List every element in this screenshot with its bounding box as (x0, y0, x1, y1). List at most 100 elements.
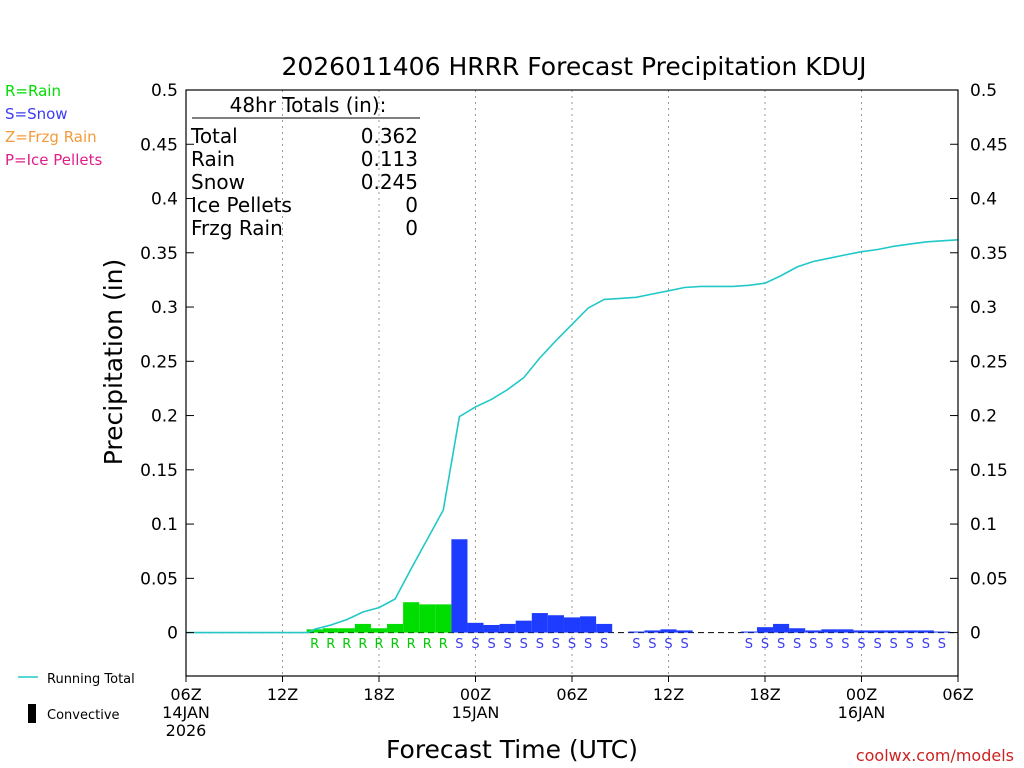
precip-bar (531, 613, 548, 633)
totals-row-value: 0.362 (361, 124, 418, 148)
totals-row-value: 0 (405, 193, 418, 217)
precip-bar (805, 630, 822, 633)
ptype-letter: S (504, 637, 512, 652)
precip-bar (403, 602, 420, 633)
precip-bar (917, 630, 934, 633)
y-tick-label-right: 0.1 (970, 515, 997, 535)
precip-bar (499, 623, 516, 633)
ptype-letter: S (664, 637, 672, 652)
x-tick-label: 18Z (749, 685, 780, 704)
credit-text: coolwx.com/models (856, 746, 1014, 765)
ptype-letter: R (439, 637, 448, 652)
ptype-letter: R (342, 637, 351, 652)
totals-rows: Total 0.362 Rain 0.113 Snow 0.245 Ice Pellets 0… (190, 124, 418, 240)
ptype-letter: S (584, 637, 592, 652)
x-tick-label: 15JAN (452, 703, 500, 722)
y-tick-label-right: 0.4 (970, 190, 997, 210)
bottom-legend: Running Total Convective (18, 672, 135, 723)
ptype-letter: S (922, 637, 930, 652)
precip-bar (821, 629, 838, 633)
totals-row-label: Snow (191, 170, 245, 194)
ptype-letter: S (841, 637, 849, 652)
precip-bar (515, 620, 532, 633)
precip-bar (773, 623, 790, 633)
precip-bar (837, 629, 854, 633)
precip-bar (869, 630, 886, 633)
x-tick-label: 14JAN (162, 703, 210, 722)
precip-bar (901, 630, 918, 633)
chart-title: 2026011406 HRRR Forecast Precipitation K… (281, 52, 866, 81)
ptype-letter: S (455, 637, 463, 652)
x-tick-label: 06Z (942, 685, 973, 704)
ptype-legend-item: Z=Frzg Rain (5, 128, 97, 146)
ptype-letter: S (890, 637, 898, 652)
y-tick-label-right: 0.35 (970, 244, 1008, 264)
y-tick-label: 0.3 (151, 298, 178, 318)
y-tick-label: 0.15 (140, 461, 178, 481)
y-axis-right: 0 0.05 0.1 0.15 0.2 0.25 0.3 0.35 0.4 0.45 0.5 (950, 81, 1008, 644)
precip-bar (740, 631, 757, 633)
precip-bar (660, 629, 677, 633)
convective-legend-swatch (28, 704, 36, 723)
ptype-letter: S (761, 637, 769, 652)
precip-bar (322, 628, 339, 633)
y-tick-label: 0.45 (140, 135, 178, 155)
totals-row-label: Total (190, 124, 238, 148)
precip-bar (435, 604, 452, 633)
x-tick-label: 00Z (460, 685, 491, 704)
y-tick-label: 0 (167, 624, 178, 644)
x-axis-label: Forecast Time (UTC) (386, 735, 638, 764)
precip-bar (370, 628, 388, 633)
x-tick-label: 00Z (846, 685, 877, 704)
y-axis-left: 0 0.05 0.1 0.15 0.2 0.25 0.3 0.35 0.4 0.45 0.5 (140, 81, 194, 644)
ptype-letter: S (745, 637, 753, 652)
ptype-letter: S (552, 637, 560, 652)
running-total-line (186, 239, 959, 634)
y-tick-label: 0.35 (140, 244, 178, 264)
ptype-legend-item: R=Rain (5, 82, 61, 100)
ptype-letter: S (873, 637, 881, 652)
ptype-letter: R (358, 637, 367, 652)
ptype-letter: S (520, 637, 528, 652)
precip-bar (885, 630, 902, 633)
precip-bar (933, 631, 950, 633)
ptype-letter: R (423, 637, 432, 652)
ptype-letter: S (906, 637, 914, 652)
y-tick-label-right: 0.3 (970, 298, 997, 318)
convective-legend-label: Convective (47, 708, 120, 723)
ptype-letter: S (857, 637, 865, 652)
ptype-letter: S (536, 637, 544, 652)
ptype-letter: R (407, 637, 416, 652)
y-tick-label: 0.05 (140, 569, 178, 589)
precip-bar (756, 627, 774, 633)
x-tick-label: 06Z (556, 685, 587, 704)
y-tick-label-right: 0.15 (970, 461, 1008, 481)
totals-row-label: Frzg Rain (191, 216, 283, 240)
ptype-letter: R (391, 637, 400, 652)
ptype-letter: S (777, 637, 785, 652)
y-tick-label: 0.1 (151, 515, 178, 535)
ptype-letter: S (809, 637, 817, 652)
ptype-letter: S (568, 637, 576, 652)
y-tick-label-right: 0.45 (970, 135, 1008, 155)
running-total-polyline (186, 239, 959, 634)
precip-bar (644, 630, 661, 633)
precip-bar (547, 615, 564, 633)
totals-box: 48hr Totals (in): Total 0.362 Rain 0.113 Sno… (190, 93, 420, 240)
totals-title: 48hr Totals (in): (230, 93, 387, 117)
y-tick-label-right: 0.05 (970, 569, 1008, 589)
y-tick-label-right: 0.5 (970, 81, 997, 101)
y-tick-label: 0.2 (151, 407, 178, 427)
ptype-letter: S (600, 637, 608, 652)
precip-bar (676, 630, 693, 633)
precip-bar (354, 623, 371, 633)
ptype-letter: S (825, 637, 833, 652)
ptype-letter: S (793, 637, 801, 652)
precip-bar (306, 629, 323, 633)
x-tick-label: 2026 (166, 721, 207, 740)
x-tick-label: 12Z (267, 685, 298, 704)
